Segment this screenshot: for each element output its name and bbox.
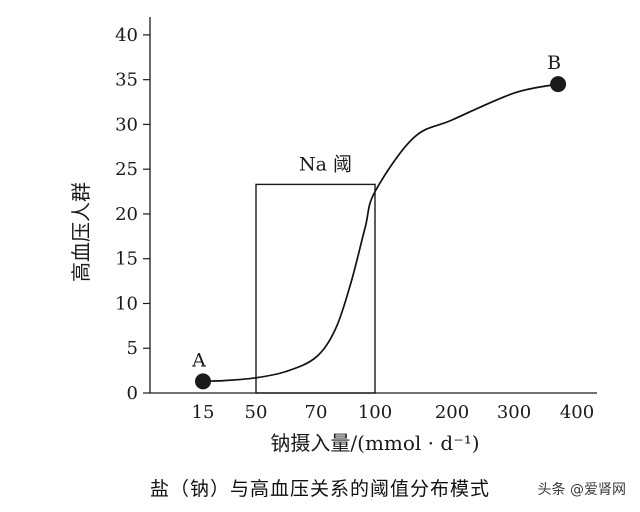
x-tick-label: 200	[435, 402, 469, 423]
endpoint-marker-a	[195, 373, 211, 390]
x-tick-label: 15	[192, 402, 215, 423]
plot-axes	[149, 17, 597, 394]
x-tick-label: 400	[560, 402, 594, 423]
y-tick-label: 5	[127, 338, 138, 359]
x-tick-label: 100	[358, 402, 392, 423]
y-tick-label: 15	[115, 249, 138, 270]
y-tick-label: 35	[115, 70, 138, 91]
curve-endpoints: AB	[191, 52, 567, 390]
hypertension-curve	[202, 83, 559, 383]
y-tick-label: 40	[115, 25, 138, 46]
x-axis-ticks: 15 50 70 100 200 300 400	[192, 402, 595, 423]
threshold-box-group: Na 阈	[255, 153, 376, 394]
y-tick-label: 0	[127, 383, 138, 404]
y-tick-label: 10	[115, 293, 138, 314]
x-tick-label: 50	[245, 402, 268, 423]
y-tick-label: 20	[115, 204, 138, 225]
figure-caption: 盐（钠）与高血压关系的阈值分布模式	[149, 478, 490, 500]
endpoint-label-b: B	[547, 52, 561, 74]
threshold-chart: 0 5 10 15 20 25 30 35 40 15 50 70 100 200 300 400 Na 阈…	[69, 17, 597, 455]
x-tick-label: 70	[305, 402, 328, 423]
endpoint-marker-b	[550, 76, 567, 93]
y-axis-ticks: 0 5 10 15 20 25 30 35 40	[115, 25, 150, 404]
y-tick-label: 25	[115, 159, 138, 180]
y-axis-label: 高血压人群	[69, 182, 93, 282]
y-tick-label: 30	[115, 114, 138, 135]
x-tick-label: 300	[497, 402, 531, 423]
x-axis-label: 钠摄入量/(mmol · d⁻¹)	[270, 431, 479, 455]
source-watermark: 头条 @爱肾网	[533, 478, 630, 500]
threshold-box	[255, 183, 376, 394]
endpoint-label-a: A	[191, 349, 206, 371]
threshold-box-label: Na 阈	[299, 153, 352, 175]
